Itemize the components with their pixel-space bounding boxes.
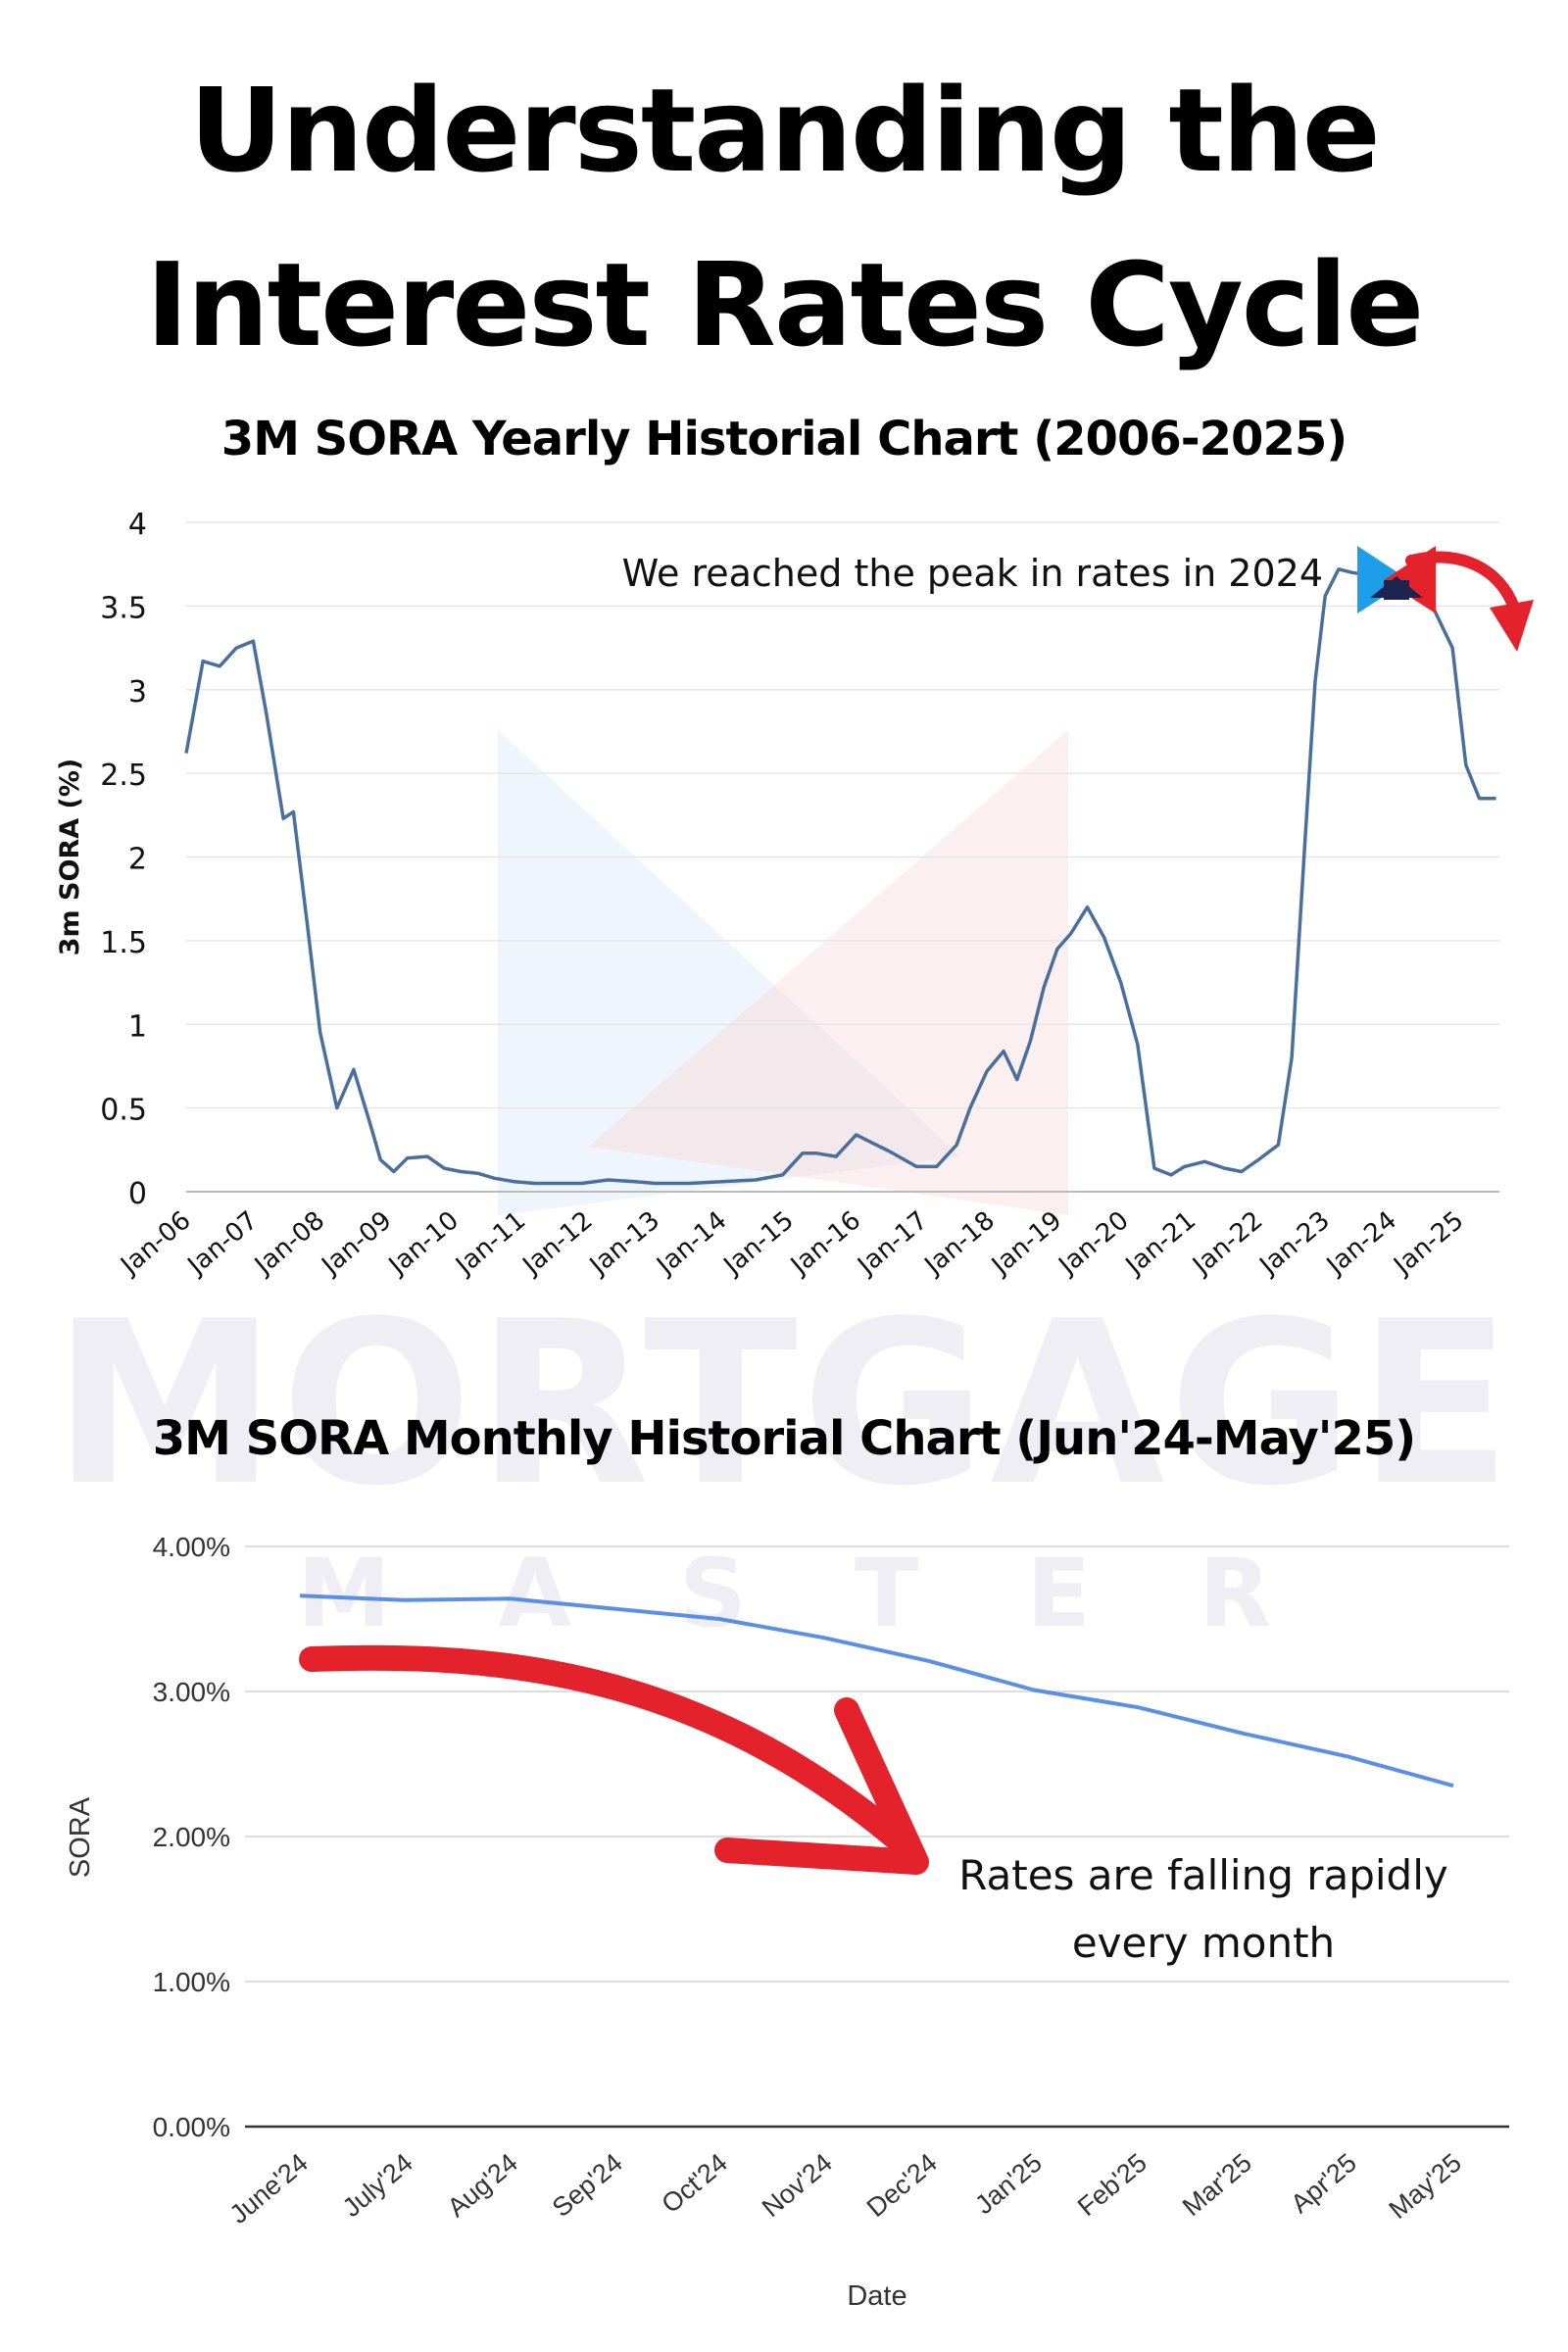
yearly-peak-annotation: We reached the peak in rates in 2024 [622, 552, 1323, 595]
monthly-x-tick: May'25 [1384, 2148, 1467, 2225]
monthly-x-tick: Oct'24 [656, 2148, 732, 2220]
yearly-x-tick: Jan-25 [1387, 1205, 1469, 1281]
monthly-y-axis-label: SORA [65, 1796, 96, 1878]
monthly-y-tick: 2.00% [153, 1822, 230, 1852]
yearly-y-tick: 1.5 [100, 926, 147, 960]
monthly-annotation-line1: Rates are falling rapidly [958, 1851, 1448, 1899]
monthly-x-tick: Jan'25 [969, 2148, 1048, 2221]
yearly-x-tick: Jan-22 [1186, 1205, 1268, 1281]
monthly-x-tick: Apr'25 [1285, 2148, 1361, 2220]
yearly-x-tick: Jan-18 [918, 1205, 1001, 1281]
yearly-chart-title: 3M SORA Yearly Historial Chart (2006-202… [220, 412, 1348, 466]
yearly-y-tick: 2 [128, 843, 147, 877]
monthly-annotation-line2: every month [1072, 1919, 1335, 1967]
yearly-x-tick: Jan-09 [316, 1205, 398, 1281]
yearly-y-axis-label: 3m SORA (%) [55, 759, 85, 956]
monthly-x-tick: Nov'24 [757, 2148, 838, 2223]
yearly-x-tick: Jan-12 [516, 1205, 599, 1281]
yearly-x-tick: Jan-17 [851, 1205, 933, 1281]
monthly-y-tick: 3.00% [153, 1677, 230, 1707]
yearly-series-line [184, 567, 1496, 1186]
watermark-logo-text: MORTGAGE [52, 1274, 1516, 1536]
monthly-x-tick: Sep'24 [547, 2148, 628, 2223]
yearly-x-tick: Jan-10 [382, 1205, 465, 1281]
yearly-x-tick: Jan-07 [181, 1205, 264, 1281]
yearly-x-tick: Jan-16 [784, 1205, 866, 1281]
yearly-x-tick: Jan-19 [985, 1205, 1067, 1281]
monthly-series-line [299, 1593, 1454, 1788]
monthly-y-tick: 1.00% [153, 1967, 230, 1997]
page-title-line1: Understanding the [189, 63, 1381, 198]
yearly-y-tick: 1 [128, 1009, 147, 1044]
monthly-x-tick: Feb'25 [1072, 2148, 1152, 2223]
yearly-y-tick: 3 [128, 675, 147, 710]
yearly-y-tick: 0 [128, 1177, 147, 1211]
monthly-x-tick: Dec'24 [861, 2148, 943, 2223]
yearly-x-tick: Jan-08 [248, 1205, 330, 1281]
monthly-x-tick: Aug'24 [442, 2148, 523, 2223]
monthly-x-tick: July'24 [337, 2148, 418, 2223]
yearly-x-tick: Jan-24 [1320, 1205, 1402, 1281]
watermark-logo-shape [498, 730, 1068, 1215]
monthly-y-tick: 4.00% [153, 1532, 230, 1562]
yearly-x-tick: Jan-20 [1053, 1205, 1135, 1281]
monthly-chart-title: 3M SORA Monthly Historial Chart (Jun'24-… [152, 1411, 1416, 1466]
yearly-y-tick: 4 [128, 508, 147, 542]
yearly-x-tick: Jan-23 [1253, 1205, 1336, 1281]
yearly-x-tick: Jan-06 [114, 1205, 196, 1281]
yearly-x-tick: Jan-14 [650, 1205, 732, 1281]
yearly-y-tick: 3.5 [100, 591, 147, 625]
monthly-x-tick: June'24 [224, 2148, 314, 2230]
yearly-x-tick: Jan-13 [583, 1205, 665, 1281]
downturn-arrow-icon [1405, 551, 1534, 652]
monthly-y-tick: 0.00% [153, 2112, 230, 2142]
yearly-x-tick: Jan-11 [449, 1205, 531, 1281]
monthly-x-axis-label: Date [847, 2280, 906, 2312]
yearly-x-tick: Jan-15 [717, 1205, 800, 1281]
falling-rates-arrow-icon [299, 1644, 929, 1875]
yearly-x-tick: Jan-21 [1119, 1205, 1201, 1281]
yearly-y-tick: 2.5 [100, 759, 147, 793]
monthly-x-tick: Mar'25 [1177, 2148, 1257, 2222]
page-title-line2: Interest Rates Cycle [145, 237, 1424, 372]
yearly-y-tick: 0.5 [100, 1094, 147, 1128]
